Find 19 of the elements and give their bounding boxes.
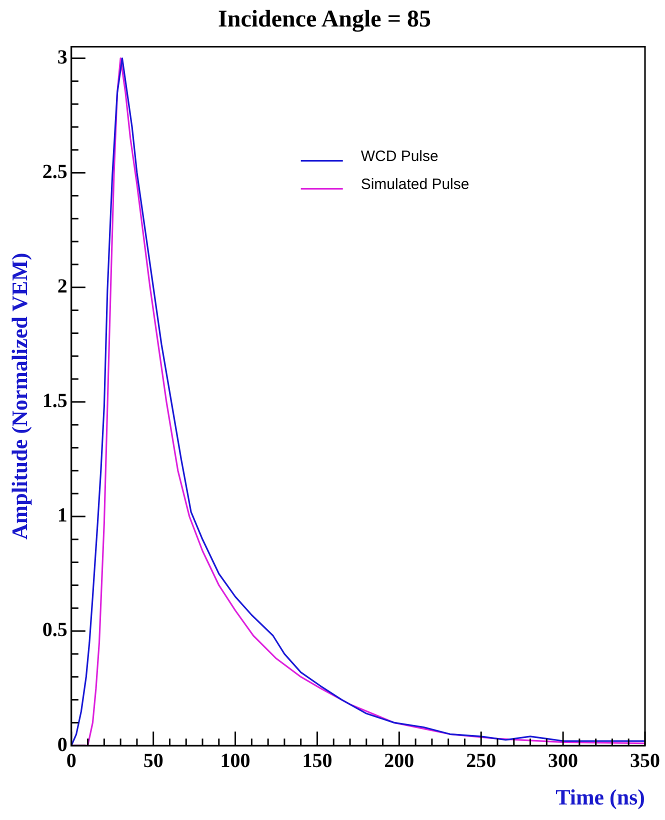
- y-tick-label: 3: [57, 46, 68, 68]
- y-tick-label: 2: [57, 276, 68, 298]
- legend-label: Simulated Pulse: [360, 176, 470, 193]
- legend-label: WCD Pulse: [360, 148, 438, 165]
- x-tick-label: 300: [548, 750, 578, 772]
- x-tick-label: 200: [384, 750, 414, 772]
- x-tick-label: 50: [143, 750, 164, 772]
- chart-title: Incidence Angle = 85: [218, 6, 432, 33]
- y-tick-label: 1.5: [42, 390, 68, 412]
- x-axis-title: Time (ns): [556, 784, 645, 810]
- y-axis-title: Amplitude (Normalized VEM): [6, 252, 32, 540]
- y-tick-label: 0: [57, 734, 68, 756]
- x-tick-label: 350: [630, 750, 660, 772]
- x-tick-label: 150: [302, 750, 332, 772]
- x-tick-label: 250: [466, 750, 496, 772]
- y-tick-label: 1: [57, 504, 68, 527]
- x-tick-label: 100: [220, 750, 250, 772]
- y-tick-label: 2.5: [42, 160, 68, 183]
- y-tick-label: 0.5: [42, 619, 68, 642]
